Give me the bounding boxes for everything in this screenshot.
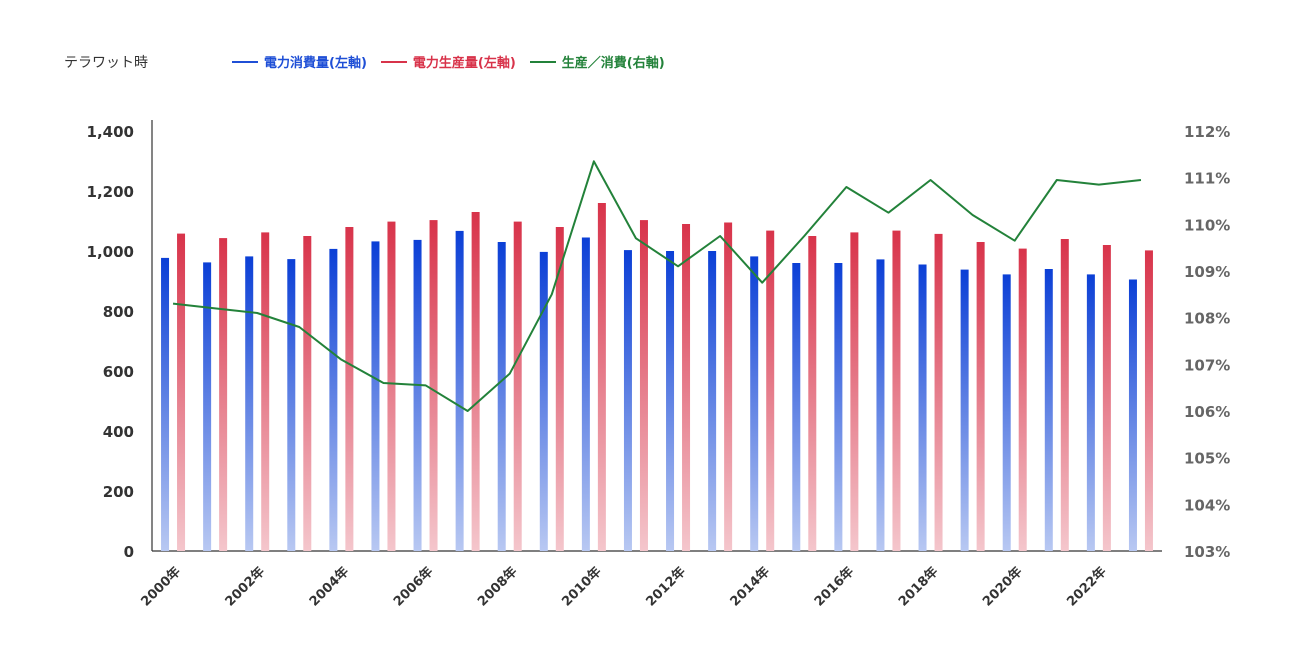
x-tick-label: 2002年 (222, 564, 268, 610)
bar-consumption (245, 256, 254, 551)
y-right-tick-label: 108% (1184, 310, 1230, 328)
y-right-tick-label: 107% (1184, 356, 1230, 374)
y-right-tick-label: 106% (1184, 403, 1230, 421)
y-left-tick-label: 200 (103, 483, 134, 501)
x-tick-label: 2014年 (727, 564, 773, 610)
legend-label: 電力生産量(左軸) (412, 56, 516, 71)
ratio-line (172, 160, 1142, 412)
bar-consumption (1128, 279, 1137, 551)
bar-production (724, 222, 733, 551)
bar-consumption (581, 237, 590, 551)
bar-production (1144, 250, 1153, 551)
bar-consumption (1044, 269, 1053, 551)
bar-production (934, 233, 943, 551)
bar-consumption (413, 239, 422, 551)
y-right-tick-label: 105% (1184, 450, 1230, 468)
bar-production (808, 236, 817, 551)
legend-item: 電力生産量(左軸) (380, 52, 516, 71)
legend-swatch (232, 60, 258, 63)
x-tick-label: 2012年 (643, 564, 689, 610)
bar-production (219, 238, 228, 551)
y-right-tick-label: 103% (1184, 543, 1230, 561)
bar-production (639, 220, 648, 551)
y-right-tick-label: 112% (1184, 123, 1230, 141)
bar-consumption (539, 251, 548, 551)
x-tick-label: 2022年 (1064, 564, 1110, 610)
y-left-tick-label: 1,400 (87, 123, 134, 141)
legend-item: 電力消費量(左軸) (232, 52, 367, 71)
y-left-tick-label: 800 (103, 303, 134, 321)
x-tick-label: 2020年 (979, 564, 1025, 610)
bar-production (261, 232, 270, 551)
bar-consumption (960, 269, 969, 551)
bar-production (555, 227, 564, 551)
bar-production (303, 236, 312, 551)
bar-consumption (455, 230, 464, 551)
bar-production (177, 233, 186, 551)
legend-label: 電力消費量(左軸) (264, 56, 367, 71)
unit-label: テラワット時 (64, 55, 148, 71)
bar-production (766, 230, 775, 551)
bar-consumption (750, 256, 759, 551)
bar-consumption (1002, 274, 1011, 551)
bar-consumption (497, 242, 506, 551)
x-tick-label: 2016年 (811, 564, 857, 610)
legend-swatch (380, 60, 407, 63)
bar-production (597, 203, 606, 551)
y-left-tick-label: 400 (103, 423, 134, 441)
bar-consumption (708, 251, 717, 551)
bar-production (892, 230, 901, 551)
bar-production (682, 224, 691, 551)
bar-consumption (623, 250, 632, 551)
x-tick-label: 2018年 (895, 564, 941, 610)
x-tick-label: 2008年 (474, 564, 520, 610)
bar-production (976, 242, 985, 551)
bar-production (471, 212, 480, 551)
x-tick-label: 2004年 (306, 564, 352, 610)
bar-consumption (287, 259, 296, 551)
bar-production (345, 227, 354, 551)
y-right-tick-label: 111% (1184, 170, 1230, 188)
legend: 電力消費量(左軸) 電力生産量(左軸) 生産／消費(右軸) (232, 52, 665, 71)
y-left-tick-label: 0 (124, 543, 134, 561)
bar-production (1060, 239, 1069, 551)
bar-consumption (666, 251, 675, 551)
y-left-tick-label: 1,200 (87, 183, 134, 201)
bar-consumption (918, 264, 927, 551)
y-left-tick-label: 1,000 (87, 243, 134, 261)
legend-item: 生産／消費(右軸) (529, 52, 665, 71)
bar-consumption (876, 259, 885, 551)
bar-production (387, 221, 396, 551)
x-tick-label: 2006年 (390, 564, 436, 610)
bar-consumption (371, 241, 380, 551)
y-left-tick-label: 600 (103, 363, 134, 381)
bar-consumption (792, 263, 801, 551)
x-tick-label: 2010年 (559, 564, 605, 610)
y-right-tick-label: 109% (1184, 263, 1230, 281)
bar-consumption (203, 262, 212, 551)
bar-production (429, 220, 438, 551)
bar-production (850, 232, 859, 551)
y-right-tick-label: 104% (1184, 496, 1230, 514)
bar-consumption (329, 248, 338, 551)
bar-consumption (161, 257, 170, 551)
bar-production (1102, 245, 1111, 551)
legend-swatch (529, 60, 556, 63)
y-right-tick-label: 110% (1184, 216, 1230, 234)
legend-label: 生産／消費(右軸) (561, 56, 665, 71)
x-tick-label: 2000年 (138, 564, 184, 610)
bar-consumption (1086, 274, 1095, 551)
bar-consumption (834, 263, 843, 551)
bar-production (1018, 248, 1027, 551)
bar-production (513, 221, 522, 551)
